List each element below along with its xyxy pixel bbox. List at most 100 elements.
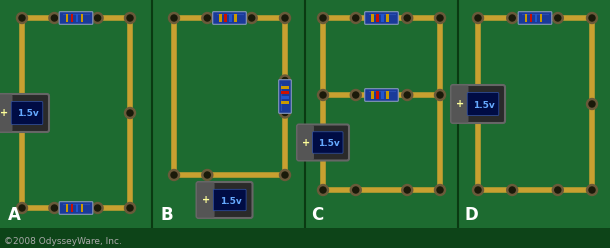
Bar — [281, 86, 289, 89]
Circle shape — [320, 187, 326, 193]
FancyBboxPatch shape — [197, 183, 215, 217]
Circle shape — [19, 205, 25, 211]
Circle shape — [279, 75, 290, 86]
Circle shape — [49, 12, 60, 24]
Circle shape — [437, 92, 443, 98]
Circle shape — [249, 15, 255, 21]
Text: +: + — [302, 137, 310, 148]
Circle shape — [586, 12, 598, 24]
Bar — [386, 14, 389, 22]
Text: D: D — [464, 206, 478, 224]
Circle shape — [475, 187, 481, 193]
FancyBboxPatch shape — [365, 12, 398, 24]
Bar — [71, 14, 73, 22]
Circle shape — [127, 110, 133, 116]
FancyBboxPatch shape — [365, 89, 398, 101]
FancyBboxPatch shape — [59, 12, 93, 24]
Circle shape — [589, 15, 595, 21]
Circle shape — [16, 12, 27, 24]
Bar — [305, 0, 458, 248]
Circle shape — [168, 12, 179, 24]
FancyBboxPatch shape — [312, 132, 343, 153]
Circle shape — [51, 15, 57, 21]
Circle shape — [204, 15, 210, 21]
FancyBboxPatch shape — [518, 12, 552, 24]
Circle shape — [202, 12, 213, 24]
Circle shape — [509, 15, 515, 21]
Circle shape — [282, 172, 288, 178]
Circle shape — [16, 102, 27, 114]
Circle shape — [509, 187, 515, 193]
Circle shape — [51, 205, 57, 211]
FancyBboxPatch shape — [11, 102, 43, 124]
Circle shape — [353, 187, 359, 193]
Bar — [81, 204, 83, 212]
Bar — [224, 14, 227, 22]
Circle shape — [589, 101, 595, 107]
Circle shape — [279, 12, 290, 24]
Bar — [535, 14, 537, 22]
Circle shape — [554, 15, 561, 21]
Bar — [76, 14, 78, 22]
Bar — [76, 204, 78, 212]
Bar — [281, 96, 289, 99]
Circle shape — [19, 105, 25, 111]
Circle shape — [124, 107, 135, 119]
Circle shape — [127, 205, 133, 211]
Circle shape — [95, 205, 101, 211]
Circle shape — [279, 107, 290, 118]
Circle shape — [350, 12, 361, 24]
Circle shape — [171, 172, 177, 178]
Circle shape — [434, 12, 445, 24]
Circle shape — [434, 185, 445, 195]
Circle shape — [171, 15, 177, 21]
Circle shape — [434, 90, 445, 100]
FancyBboxPatch shape — [451, 85, 505, 123]
Bar — [376, 91, 379, 99]
FancyBboxPatch shape — [297, 124, 349, 160]
FancyBboxPatch shape — [213, 12, 246, 24]
Bar — [458, 0, 610, 248]
Bar — [525, 14, 527, 22]
Circle shape — [404, 92, 411, 98]
FancyBboxPatch shape — [298, 125, 314, 160]
Circle shape — [95, 15, 101, 21]
Circle shape — [507, 185, 518, 195]
Circle shape — [404, 187, 411, 193]
Text: 1.5v: 1.5v — [473, 100, 495, 110]
Circle shape — [124, 12, 135, 24]
Circle shape — [317, 185, 329, 195]
Circle shape — [19, 15, 25, 21]
Bar — [540, 14, 542, 22]
Bar — [381, 14, 384, 22]
Circle shape — [554, 187, 561, 193]
FancyBboxPatch shape — [0, 94, 12, 131]
Circle shape — [246, 12, 257, 24]
Bar — [0, 0, 152, 248]
Circle shape — [320, 92, 326, 98]
Circle shape — [404, 15, 411, 21]
Circle shape — [16, 203, 27, 214]
Bar — [81, 14, 83, 22]
Circle shape — [16, 113, 27, 124]
Circle shape — [589, 187, 595, 193]
Bar — [281, 91, 289, 94]
Bar — [386, 91, 389, 99]
Circle shape — [279, 169, 290, 181]
Circle shape — [350, 90, 361, 100]
Circle shape — [49, 203, 60, 214]
Text: A: A — [8, 206, 21, 224]
Text: C: C — [311, 206, 323, 224]
Circle shape — [202, 169, 213, 181]
Text: B: B — [160, 206, 173, 224]
Circle shape — [402, 90, 413, 100]
Circle shape — [353, 15, 359, 21]
Bar — [220, 14, 221, 22]
Circle shape — [437, 15, 443, 21]
Circle shape — [317, 12, 329, 24]
Text: +: + — [0, 108, 8, 118]
Circle shape — [124, 203, 135, 214]
Circle shape — [402, 185, 413, 195]
Bar — [234, 14, 237, 22]
FancyBboxPatch shape — [214, 189, 246, 211]
